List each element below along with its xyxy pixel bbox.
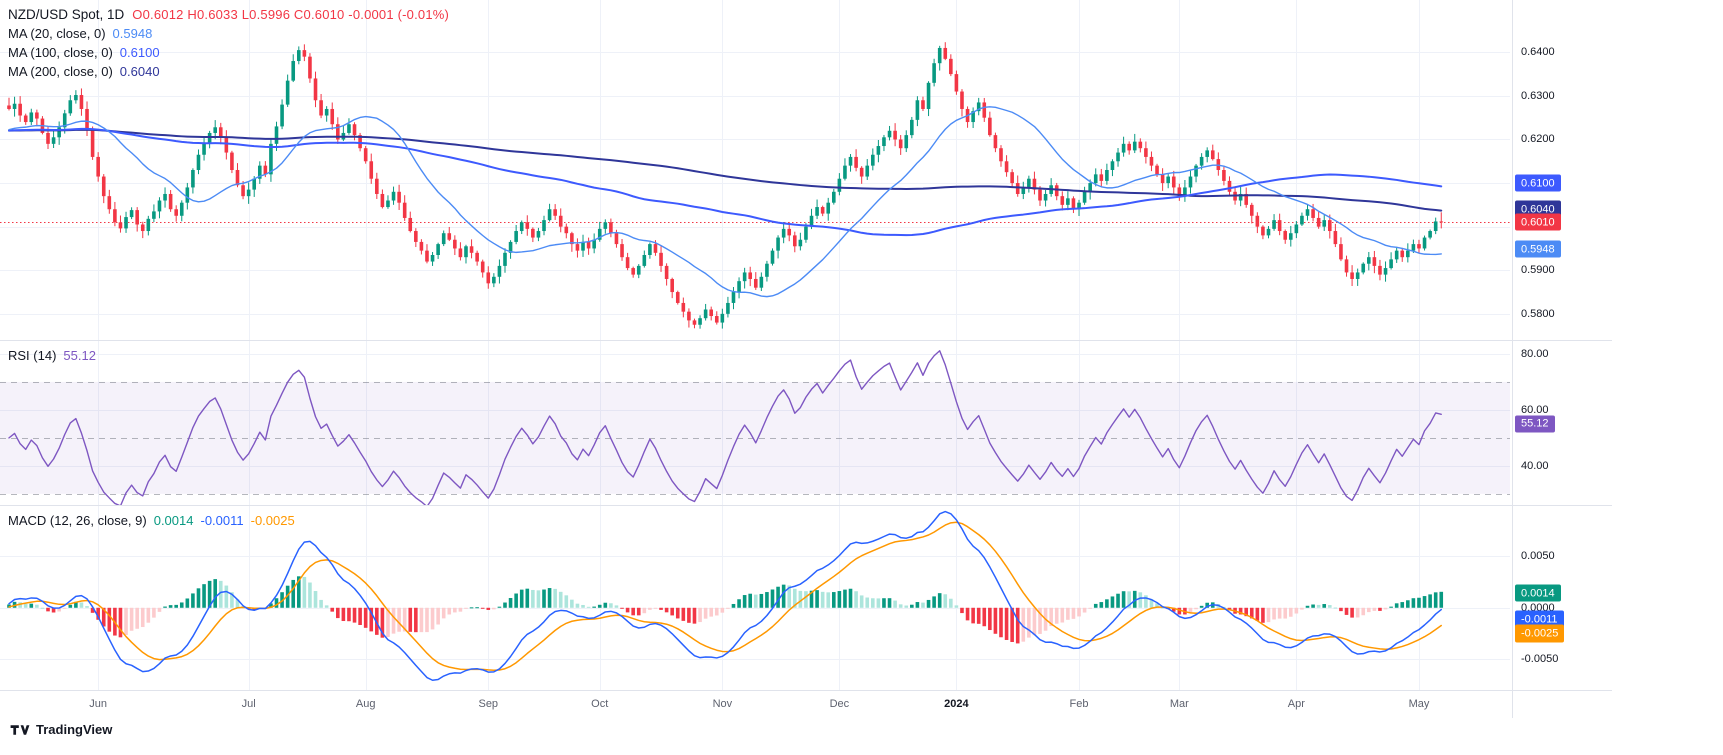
time-axis-label: Nov [712,698,733,710]
macd-hist-value: 0.0014 [153,513,194,528]
price-axis-label: 0.6400 [1521,46,1555,59]
ma100-legend-row[interactable]: MA (100, close, 0) 0.6100 [8,43,449,62]
time-axis-label: Feb [1069,698,1089,710]
price-axis-label: 0.6200 [1521,133,1555,146]
ma100-value: 0.6100 [119,45,160,60]
price-legend: NZD/USD Spot, 1D O0.6012 H0.6033 L0.5996… [8,5,449,81]
time-axis-label: Sep [478,698,499,710]
ma20-legend-row[interactable]: MA (20, close, 0) 0.5948 [8,24,449,43]
rsi-axis-label: 80.00 [1521,347,1549,360]
macd-axis-badge: 0.0014 [1515,584,1561,602]
macd-axis-badge: -0.0011 [1515,610,1564,628]
time-axis-label: Jun [89,698,108,710]
price-axis-label: 0.5900 [1521,264,1555,277]
macd-axis-label: -0.0050 [1521,653,1559,666]
macd-axis-label: 0.0050 [1521,550,1555,563]
price-axis-badge: 0.6100 [1515,174,1561,192]
symbol-row[interactable]: NZD/USD Spot, 1D O0.6012 H0.6033 L0.5996… [8,5,449,24]
ma200-value: 0.6040 [119,64,160,79]
time-axis-label: Apr [1287,698,1305,710]
rsi-axis-badge: 55.12 [1515,415,1555,433]
macd-label: MACD (12, 26, close, 9) [8,513,147,528]
time-axis-label: 2024 [944,698,969,710]
ma200-legend-row[interactable]: MA (200, close, 0) 0.6040 [8,62,449,81]
rsi-legend: RSI (14) 55.12 [8,346,96,365]
price-axis-badge: 0.6010 [1515,213,1561,231]
rsi-legend-row[interactable]: RSI (14) 55.12 [8,346,96,365]
time-axis-label: Aug [355,698,376,710]
price-axis-badge: 0.5948 [1515,240,1561,258]
time-axis-label: Mar [1169,698,1189,710]
tradingview-logo-icon [10,724,30,735]
ma20-value: 0.5948 [112,26,153,41]
macd-line-value: -0.0011 [200,513,244,528]
symbol-title: NZD/USD Spot, 1D [8,7,125,22]
macd-axis-badge: -0.0025 [1515,624,1565,643]
macd-legend-row[interactable]: MACD (12, 26, close, 9) 0.0014 -0.0011 -… [8,511,295,530]
rsi-value: 55.12 [63,348,96,363]
ma200-label: MA (200, close, 0) [8,64,113,79]
price-axis-label: 0.6300 [1521,89,1555,102]
tradingview-attribution[interactable]: TradingView [10,722,112,737]
ma20-label: MA (20, close, 0) [8,26,106,41]
ma100-label: MA (100, close, 0) [8,45,113,60]
time-axis-label: May [1408,698,1430,710]
price-axis-badge: 0.6040 [1515,200,1561,218]
price-axis-label: 0.5800 [1521,307,1555,320]
time-axis-label: Dec [829,698,850,710]
tradingview-brand-text: TradingView [36,722,113,737]
macd-legend: MACD (12, 26, close, 9) 0.0014 -0.0011 -… [8,511,295,530]
macd-signal-value: -0.0025 [250,513,295,528]
rsi-label: RSI (14) [8,348,57,363]
rsi-axis-label: 40.00 [1521,459,1549,472]
time-axis-label: Jul [241,698,256,710]
ohlc-values: O0.6012 H0.6033 L0.5996 C0.6010 -0.0001 … [132,7,450,22]
rsi-axis-label: 60.00 [1521,403,1549,416]
time-axis-label: Oct [591,698,609,710]
